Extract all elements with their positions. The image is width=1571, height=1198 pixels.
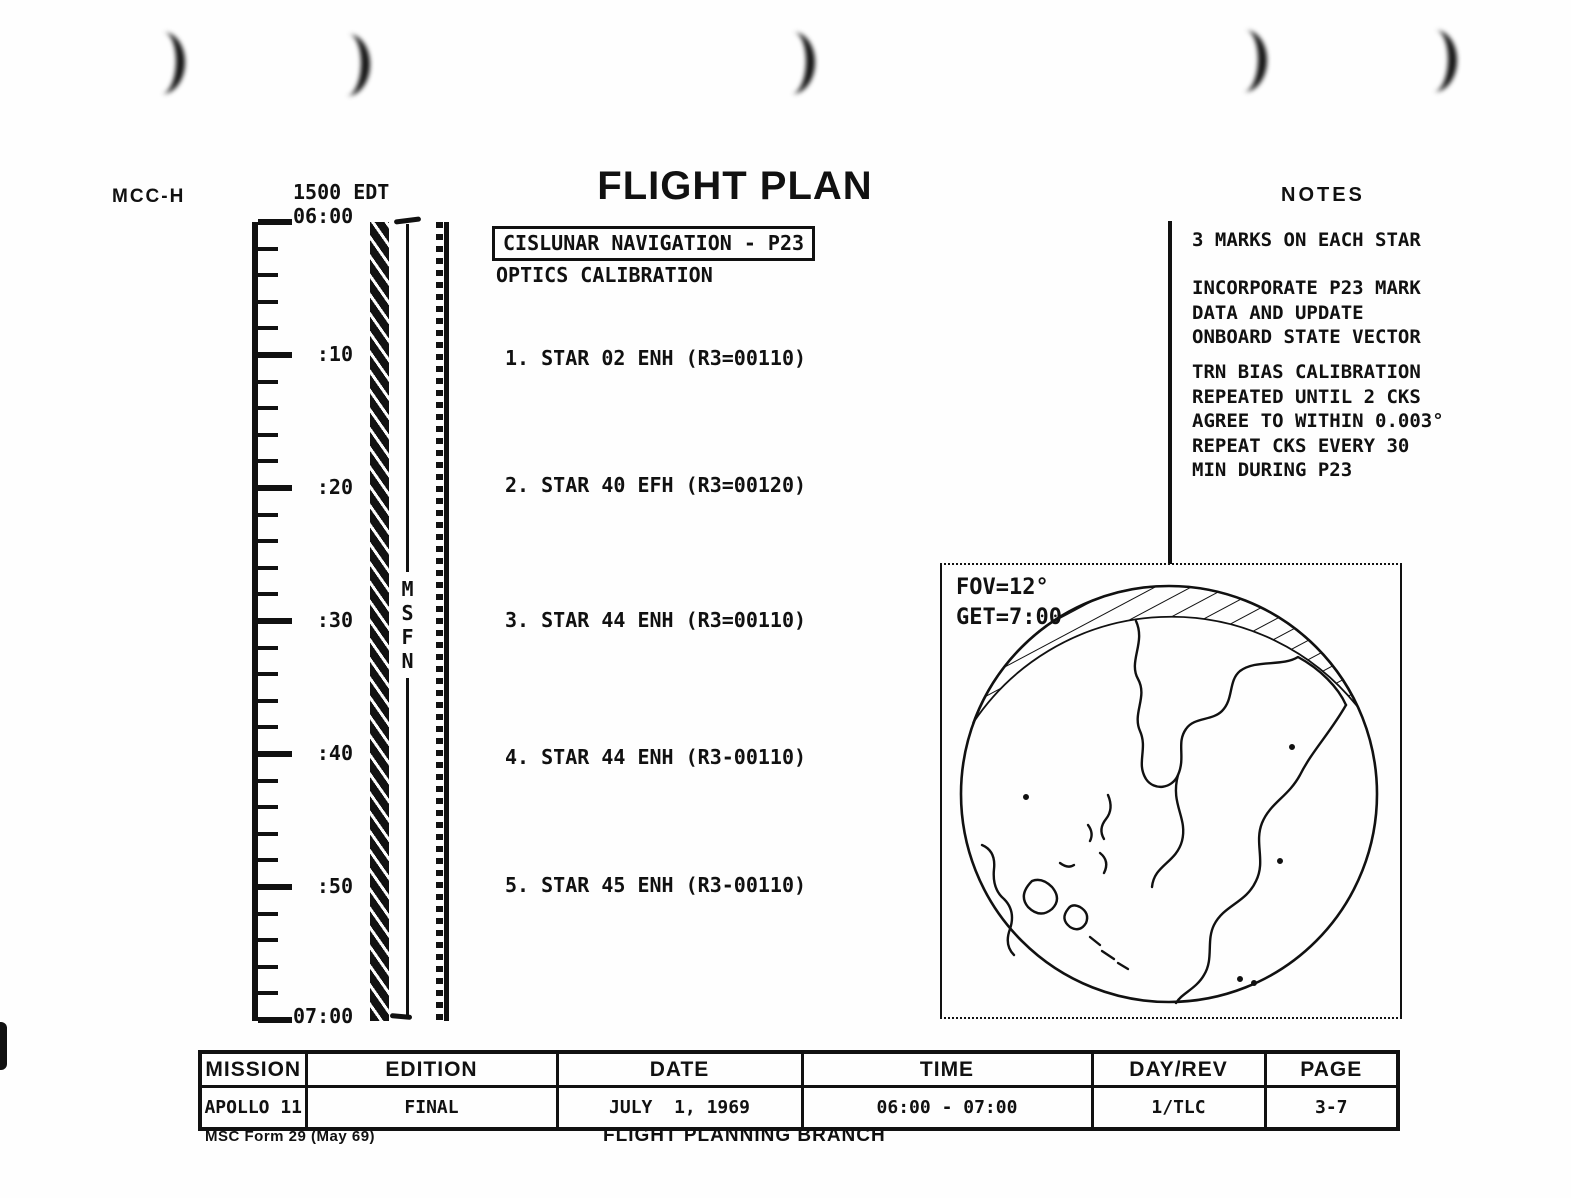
ruler-major-tick	[258, 618, 292, 624]
table-header-date: DATE	[555, 1050, 804, 1088]
earth-globe-svg	[959, 584, 1379, 1005]
activity-boxed-title: CISLUNAR NAVIGATION - P23	[492, 226, 816, 261]
ruler-minor-tick	[258, 911, 278, 916]
timeline-ruler	[252, 219, 302, 1023]
table-header-mission: MISSION	[198, 1050, 308, 1088]
ruler-minor-tick	[258, 698, 278, 703]
ruler-major-tick	[258, 1017, 292, 1023]
table-value-time: 06:00 - 07:00	[800, 1085, 1094, 1131]
activity-step: 3. STAR 44 ENH (R3=00110)	[505, 608, 807, 632]
ruler-minor-tick	[258, 645, 278, 650]
ruler-minor-tick	[258, 592, 278, 597]
ruler-major-tick	[258, 219, 292, 225]
notes-divider-line	[1168, 221, 1172, 564]
table-value-mission: APOLLO 11	[198, 1085, 308, 1131]
ruler-major-tick	[258, 884, 292, 890]
page-title: FLIGHT PLAN	[597, 164, 873, 208]
note-text: INCORPORATE P23 MARK DATA AND UPDATE ONB…	[1192, 277, 1421, 348]
activity-subtitle: OPTICS CALIBRATION	[496, 263, 713, 287]
globe-figure: FOV=12° GET=7:00	[940, 563, 1402, 1019]
form-number-label: MSC Form 29 (May 69)	[205, 1128, 376, 1145]
branch-label: FLIGHT PLANNING BRANCH	[603, 1125, 886, 1146]
scan-artifact	[0, 1022, 7, 1070]
binder-hole-shadow	[1410, 29, 1459, 93]
timeline-tick-label: :10	[316, 342, 353, 366]
timeline-tick-label: :50	[316, 874, 353, 898]
ruler-minor-tick	[258, 858, 278, 863]
ruler-minor-tick	[258, 831, 278, 836]
get-label: GET=7:00	[956, 605, 1062, 630]
activity-step: 2. STAR 40 EFH (R3=00120)	[505, 473, 807, 497]
ruler-minor-tick	[258, 778, 278, 783]
ruler-minor-tick	[258, 459, 278, 464]
ruler-minor-tick	[258, 326, 278, 331]
msfn-label: MSFN	[399, 572, 416, 678]
table-header-dayrev: DAY/REV	[1090, 1050, 1267, 1088]
table-header-row: MISSION EDITION DATE TIME DAY/REV PAGE	[198, 1050, 1400, 1088]
ruler-minor-tick	[258, 512, 278, 517]
ruler-major-tick	[258, 485, 292, 491]
ruler-minor-tick	[258, 299, 278, 304]
ruler-major-tick	[258, 352, 292, 358]
timeline-start-label: 06:00	[293, 204, 354, 228]
table-value-edition: FINAL	[304, 1085, 559, 1131]
fov-label: FOV=12°	[956, 575, 1049, 600]
msfn-line-foot	[389, 1013, 413, 1020]
notes-title: NOTES	[1281, 184, 1365, 206]
timeline-toothed-bar	[436, 222, 449, 1021]
ruler-minor-tick	[258, 379, 278, 384]
ruler-major-tick	[258, 751, 292, 757]
table-value-dayrev: 1/TLC	[1090, 1085, 1267, 1131]
mcc-h-label: MCC-H	[112, 186, 186, 207]
table-header-edition: EDITION	[304, 1050, 559, 1088]
ruler-minor-tick	[258, 273, 278, 278]
table-value-page: 3-7	[1263, 1085, 1400, 1131]
mission-data-table: MISSION EDITION DATE TIME DAY/REV PAGE A…	[198, 1050, 1400, 1131]
table-value-date: JULY 1, 1969	[555, 1085, 804, 1131]
ruler-minor-tick	[258, 432, 278, 437]
binder-hole-shadow	[323, 33, 372, 97]
binder-hole-shadow	[138, 31, 187, 95]
ruler-minor-tick	[258, 805, 278, 810]
ruler-minor-tick	[258, 725, 278, 730]
ruler-minor-tick	[258, 539, 278, 544]
ruler-minor-tick	[258, 938, 278, 943]
table-header-page: PAGE	[1263, 1050, 1400, 1088]
ruler-minor-tick	[258, 964, 278, 969]
ruler-minor-tick	[258, 246, 278, 251]
activity-step: 4. STAR 44 ENH (R3-00110)	[505, 745, 807, 769]
timeline-end-label: 07:00	[293, 1004, 354, 1028]
timeline-hatched-bar	[370, 222, 389, 1021]
ruler-minor-tick	[258, 565, 278, 570]
activity-step: 1. STAR 02 ENH (R3=00110)	[505, 346, 807, 370]
note-text: 3 MARKS ON EACH STAR	[1192, 229, 1421, 251]
table-header-time: TIME	[800, 1050, 1094, 1088]
binder-hole-shadow	[768, 31, 817, 95]
ruler-minor-tick	[258, 406, 278, 411]
ruler-minor-tick	[258, 991, 278, 996]
ruler-minor-tick	[258, 672, 278, 677]
activity-step: 5. STAR 45 ENH (R3-00110)	[505, 873, 807, 897]
note-text: TRN BIAS CALIBRATION REPEATED UNTIL 2 CK…	[1192, 361, 1444, 481]
edt-time-label: 1500 EDT	[293, 180, 390, 204]
timeline-tick-label: :40	[316, 741, 353, 765]
table-value-row: APOLLO 11 FINAL JULY 1, 1969 06:00 - 07:…	[198, 1085, 1400, 1131]
timeline-tick-label: :20	[316, 475, 353, 499]
binder-hole-shadow	[1220, 29, 1269, 93]
timeline-tick-label: :30	[316, 608, 353, 632]
